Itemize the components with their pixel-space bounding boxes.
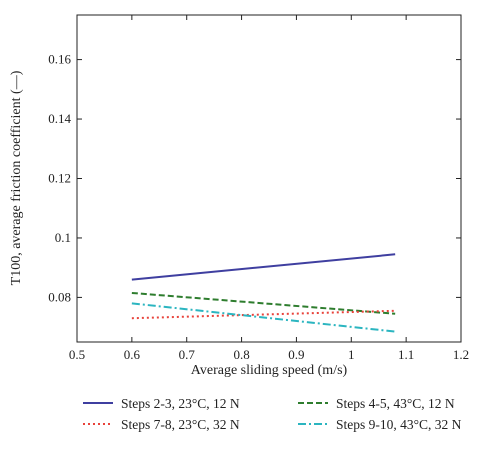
y-axis-label: T100, average friction coefficient (—) — [9, 70, 24, 285]
y-tick-label: 0.12 — [48, 171, 71, 186]
x-tick-label: 1.2 — [453, 347, 469, 362]
y-tick-label: 0.16 — [48, 52, 71, 67]
series-line-3 — [131, 309, 396, 320]
x-tick-label: 0.5 — [69, 347, 85, 362]
y-axis: 0.08 0.1 0.12 0.14 0.16 — [48, 52, 461, 304]
legend-label: Steps 9-10, 43°C, 32 N — [336, 417, 462, 432]
legend-label: Steps 4-5, 43°C, 12 N — [336, 396, 455, 411]
series-line-2 — [131, 291, 396, 315]
y-tick-label: 0.1 — [55, 230, 71, 245]
x-tick-label: 1.1 — [398, 347, 414, 362]
legend-label: Steps 2-3, 23°C, 12 N — [121, 396, 240, 411]
x-axis-label: Average sliding speed (m/s) — [191, 363, 348, 378]
x-axis: 0.5 0.6 0.7 0.8 0.9 1 1.1 1.2 — [69, 15, 469, 362]
series-line-1 — [131, 253, 396, 281]
x-tick-label: 0.6 — [124, 347, 141, 362]
plot-series — [131, 253, 396, 333]
legend: Steps 2-3, 23°C, 12 N Steps 4-5, 43°C, 12… — [83, 396, 462, 432]
x-tick-label: 0.8 — [233, 347, 249, 362]
y-tick-label: 0.08 — [48, 289, 71, 304]
y-tick-label: 0.14 — [48, 111, 71, 126]
x-tick-label: 1 — [348, 347, 355, 362]
x-tick-label: 0.9 — [288, 347, 304, 362]
x-tick-label: 0.7 — [179, 347, 196, 362]
legend-label: Steps 7-8, 23°C, 32 N — [121, 417, 240, 432]
series-line-4 — [131, 302, 396, 333]
